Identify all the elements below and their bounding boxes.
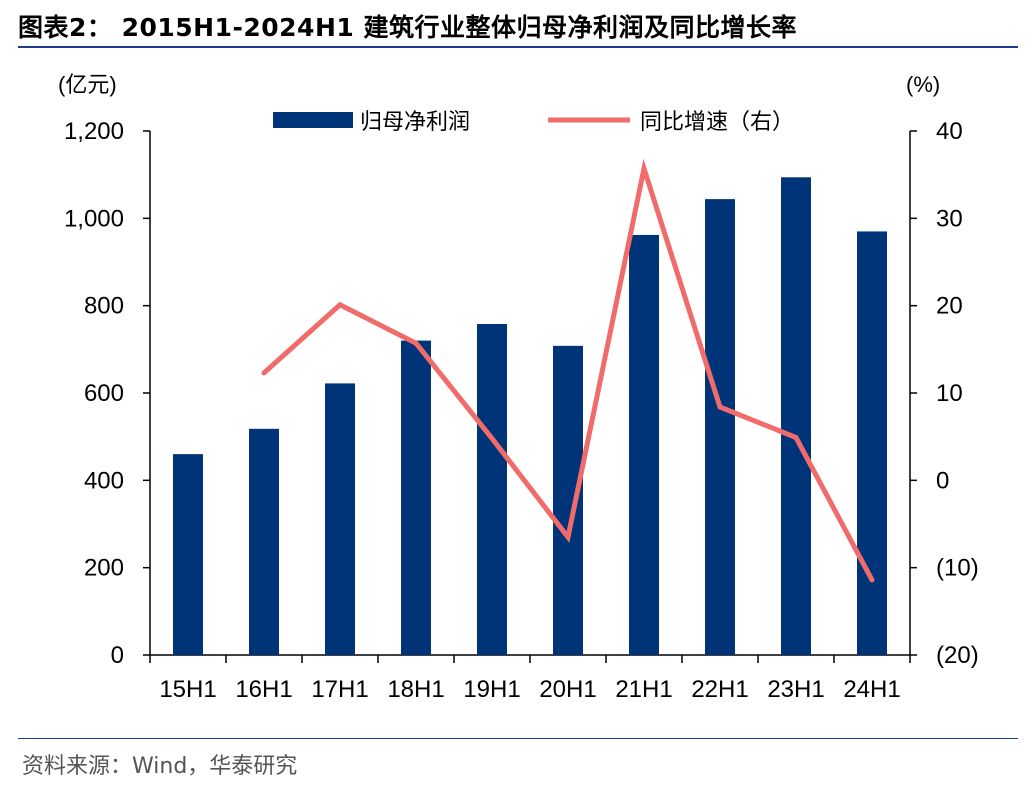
- net-profit-bar: [249, 428, 279, 655]
- source-divider: [18, 738, 1018, 739]
- title-divider: [18, 46, 1018, 48]
- x-axis-tick-label: 21H1: [615, 676, 672, 703]
- net-profit-bar: [477, 324, 507, 655]
- x-axis-tick-label: 24H1: [843, 676, 900, 703]
- net-profit-bar: [325, 383, 355, 655]
- source-note: 资料来源：Wind，华泰研究: [22, 754, 298, 779]
- x-axis-tick-label: 19H1: [463, 676, 520, 703]
- net-profit-bar: [629, 234, 659, 655]
- right-axis-tick-label: 20: [936, 293, 963, 320]
- left-axis-unit: (亿元): [58, 72, 117, 97]
- right-axis-tick-label: 0: [936, 467, 949, 494]
- chart-title: 图表2： 2015H1-2024H1 建筑行业整体归母净利润及同比增长率: [18, 13, 797, 42]
- x-axis-tick-label: 16H1: [235, 676, 292, 703]
- left-axis-tick-label: 600: [84, 380, 124, 407]
- net-profit-bar: [781, 177, 811, 655]
- right-axis-tick-label: 10: [936, 380, 963, 407]
- legend-bar-swatch: [273, 112, 353, 128]
- x-axis-tick-label: 20H1: [539, 676, 596, 703]
- legend-bar-label: 归母净利润: [360, 110, 470, 135]
- right-axis-tick-label: (20): [936, 642, 979, 669]
- right-axis-unit: (%): [906, 72, 940, 97]
- x-axis-tick-label: 23H1: [767, 676, 824, 703]
- right-axis-tick-label: 30: [936, 205, 963, 232]
- left-axis-tick-label: 800: [84, 293, 124, 320]
- left-axis-tick-label: 1,000: [64, 205, 124, 232]
- left-axis-tick-label: 200: [84, 555, 124, 582]
- net-profit-bar: [705, 199, 735, 655]
- x-axis-tick-label: 18H1: [387, 676, 444, 703]
- left-axis-tick-label: 0: [111, 642, 124, 669]
- legend-line-label: 同比增速（右）: [640, 110, 794, 135]
- left-axis-tick-label: 400: [84, 467, 124, 494]
- left-axis-tick-label: 1,200: [64, 118, 124, 145]
- x-axis-tick-label: 17H1: [311, 676, 368, 703]
- net-profit-bar: [857, 231, 887, 655]
- net-profit-bar: [173, 454, 203, 655]
- right-axis-tick-label: 40: [936, 118, 963, 145]
- x-axis-tick-label: 15H1: [159, 676, 216, 703]
- net-profit-bar: [401, 340, 431, 655]
- right-axis-tick-label: (10): [936, 555, 979, 582]
- x-axis-tick-label: 22H1: [691, 676, 748, 703]
- net-profit-bar: [553, 345, 583, 655]
